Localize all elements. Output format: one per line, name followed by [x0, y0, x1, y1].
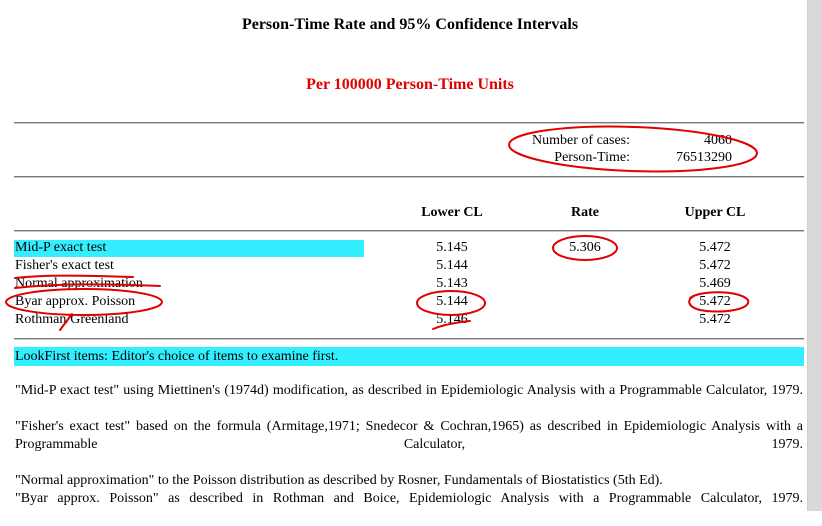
- row-label: Mid-P exact test: [15, 240, 107, 255]
- lower-cl-value: 5.145: [436, 240, 468, 255]
- vertical-scrollbar[interactable]: [807, 0, 822, 511]
- cases-circle-annotation: [508, 125, 758, 173]
- header-rate: Rate: [571, 205, 599, 220]
- persontime-value: 76513290: [676, 150, 732, 165]
- method-notes: "Mid-P exact test" using Miettinen's (19…: [15, 382, 803, 526]
- divider: [14, 338, 804, 340]
- row-label: Byar approx. Poisson: [15, 294, 136, 309]
- upper-cl-value: 5.472: [699, 240, 731, 255]
- header-upper-cl: Upper CL: [684, 205, 746, 220]
- lookfirst-highlight: [14, 240, 364, 257]
- page-subtitle: Per 100000 Person-Time Units: [306, 76, 514, 93]
- row-label: Rothman/Greenland: [15, 312, 129, 327]
- note-byar: "Byar approx. Poisson" as described in R…: [15, 491, 803, 506]
- rate-value: 5.306: [569, 240, 601, 255]
- note-mid-p: "Mid-P exact test" using Miettinen's (19…: [15, 383, 803, 398]
- note-fisher: "Fisher's exact test" based on the formu…: [15, 419, 803, 452]
- header-lower-cl: Lower CL: [421, 205, 483, 220]
- row-label: Normal approximation: [15, 276, 143, 291]
- divider: [14, 122, 804, 124]
- divider: [14, 230, 804, 232]
- upper-cl-value: 5.472: [699, 312, 731, 327]
- cases-label: Number of cases:: [532, 133, 630, 148]
- upper-cl-value: 5.469: [699, 276, 731, 291]
- page-title: Person-Time Rate and 95% Confidence Inte…: [241, 16, 579, 33]
- lower-cl-value: 5.146: [436, 312, 468, 327]
- row-label: Fisher's exact test: [15, 258, 114, 273]
- note-normal: "Normal approximation" to the Poisson di…: [15, 473, 663, 488]
- lower-cl-value: 5.144: [436, 258, 468, 273]
- lower-cl-value: 5.144: [436, 294, 468, 309]
- persontime-label: Person-Time:: [554, 150, 630, 165]
- divider: [14, 176, 804, 178]
- cases-value: 4060: [704, 133, 732, 148]
- lower-cl-value: 5.143: [436, 276, 468, 291]
- results-page: Person-Time Rate and 95% Confidence Inte…: [5, 16, 804, 506]
- upper-cl-value: 5.472: [699, 294, 731, 309]
- lookfirst-note: LookFirst items: Editor's choice of item…: [14, 347, 804, 366]
- upper-cl-value: 5.472: [699, 258, 731, 273]
